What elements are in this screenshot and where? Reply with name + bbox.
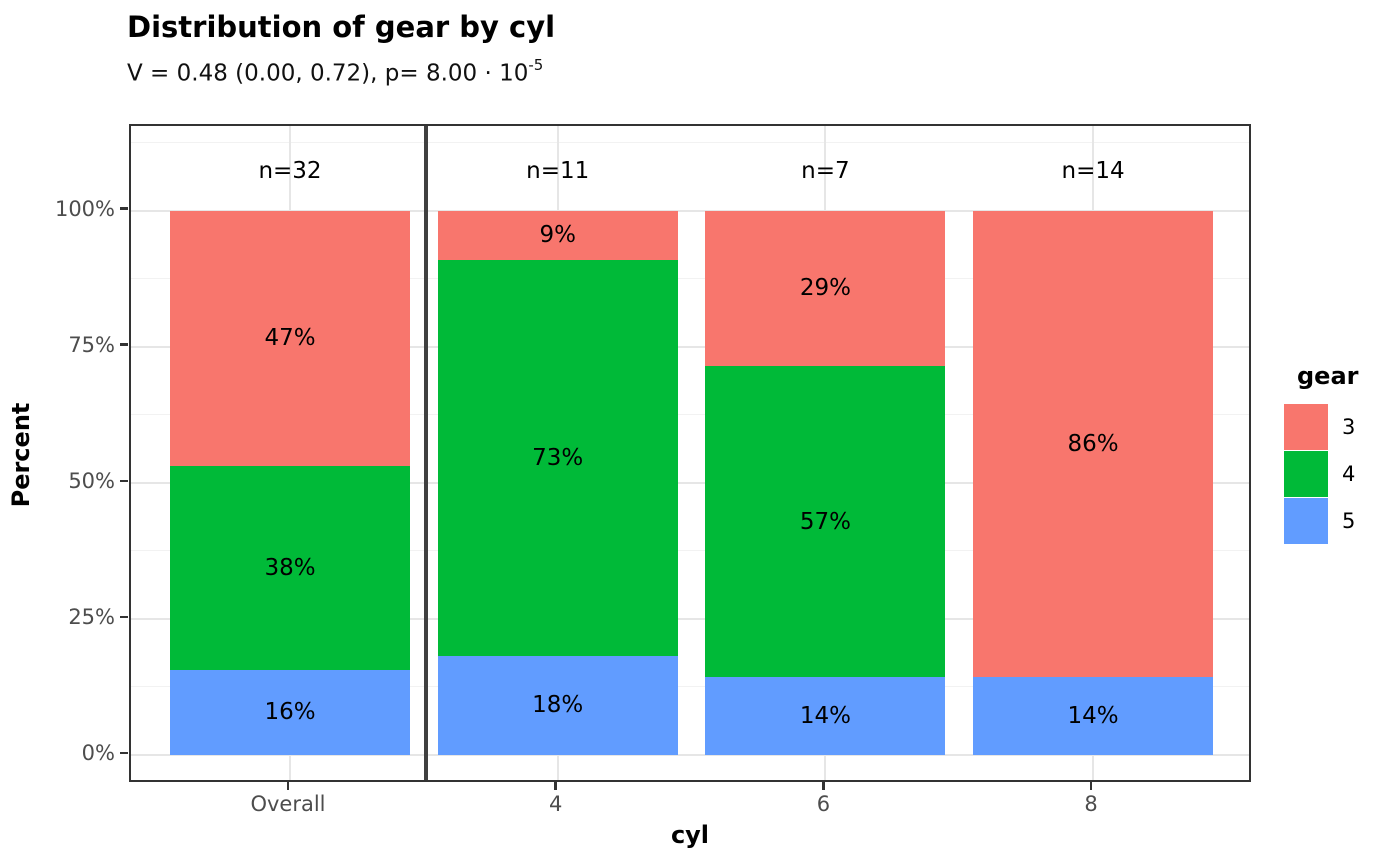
bar-segment-gear-5: 16% (170, 669, 410, 755)
major-gridline (131, 209, 1249, 212)
legend-swatch-gear-4 (1284, 451, 1328, 497)
x-tick-mark (1089, 782, 1093, 790)
y-tick-label: 0% (81, 741, 115, 765)
bar-segment-percent-label: 14% (1067, 703, 1119, 730)
legend-entry: 5 (1284, 498, 1400, 544)
stacked-bar: 86% 14% (973, 210, 1214, 756)
legend-entry: 4 (1284, 451, 1400, 497)
x-tick-label: 4 (549, 792, 563, 816)
stacked-bar: 47% 38% 16% (170, 210, 410, 755)
subtitle-stat-text: V = 0.48 (0.00, 0.72), p= 8.00 · 10 (127, 60, 529, 87)
sample-size-label: n=14 (1061, 158, 1125, 184)
subtitle-exponent: -5 (528, 56, 544, 74)
bar-segment-percent-label: 47% (264, 325, 316, 352)
y-tick-mark (120, 207, 128, 210)
chart-subtitle: V = 0.48 (0.00, 0.72), p= 8.00 · 10-5 (127, 56, 544, 87)
bar-segment-percent-label: 38% (264, 554, 316, 581)
bar-segment-gear-3: 86% (973, 210, 1214, 678)
chart-title: Distribution of gear by cyl (127, 10, 556, 44)
y-tick-label: 50% (68, 468, 115, 493)
y-tick-mark (120, 615, 128, 619)
y-tick-label: 75% (68, 332, 115, 357)
legend-swatch-gear-3 (1284, 404, 1328, 450)
y-tick-mark (120, 343, 128, 346)
bar-segment-gear-3: 9% (437, 210, 678, 260)
major-gridline (131, 481, 1249, 484)
sample-size-label: n=7 (801, 158, 850, 184)
legend-entry-label: 3 (1342, 415, 1356, 439)
x-tick-mark (822, 782, 825, 790)
legend-entry: 3 (1284, 404, 1400, 450)
legend-title: gear (1297, 362, 1359, 390)
bar-segment-percent-label: 14% (799, 703, 851, 730)
bar-segment-percent-label: 73% (532, 444, 584, 471)
bar-segment-gear-3: 29% (705, 210, 946, 367)
x-tick-mark (286, 782, 290, 790)
major-gridline (131, 754, 1249, 756)
bar-segment-gear-5: 14% (973, 677, 1214, 755)
y-tick-label: 25% (68, 604, 115, 629)
sample-size-label: n=32 (258, 158, 322, 184)
plot-panel: 47% 38% 16% n=32 9% 73% 18% n=11 29% 57% 14% n=7 86%… (129, 124, 1251, 782)
bar-segment-percent-label: 86% (1067, 430, 1119, 457)
legend-entry-label: 5 (1342, 509, 1356, 533)
major-gridline (131, 617, 1249, 620)
stacked-bar: 9% 73% 18% (437, 210, 678, 756)
y-tick-label: 100% (54, 196, 115, 221)
major-gridline (131, 345, 1249, 348)
bar-segment-gear-3: 47% (170, 210, 410, 466)
x-axis-title: cyl (670, 821, 710, 849)
bar-segment-percent-label: 16% (264, 699, 316, 726)
bar-segment-gear-4: 73% (437, 260, 678, 656)
bar-segment-gear-5: 14% (705, 677, 946, 755)
sample-size-label: n=11 (526, 158, 590, 184)
legend-swatch-gear-5 (1284, 498, 1328, 544)
y-tick-mark (120, 751, 128, 755)
overall-separator (424, 126, 428, 780)
minor-gridline (131, 550, 1249, 552)
bar-segment-percent-label: 57% (799, 508, 851, 535)
stacked-bar: 29% 57% 14% (705, 210, 946, 756)
bar-segment-gear-4: 38% (170, 465, 410, 670)
bar-segment-percent-label: 29% (799, 275, 851, 302)
minor-gridline (131, 278, 1249, 280)
legend-entries: 3 4 5 (1284, 404, 1400, 544)
minor-gridline (131, 414, 1249, 416)
bar-segment-percent-label: 9% (539, 222, 576, 249)
x-tick-label: Overall (250, 792, 326, 816)
bar-segment-percent-label: 18% (532, 692, 584, 719)
x-tick-label: 8 (1084, 792, 1098, 816)
y-tick-mark (120, 479, 128, 482)
minor-gridline (131, 686, 1249, 688)
x-tick-label: 6 (816, 792, 831, 816)
bar-segment-gear-5: 18% (437, 655, 678, 755)
legend-entry-label: 4 (1342, 462, 1356, 486)
minor-gridline (131, 141, 1249, 143)
x-tick-mark (554, 782, 557, 790)
legend: gear 3 4 5 (1284, 362, 1400, 545)
bar-segment-gear-4: 57% (705, 366, 946, 678)
